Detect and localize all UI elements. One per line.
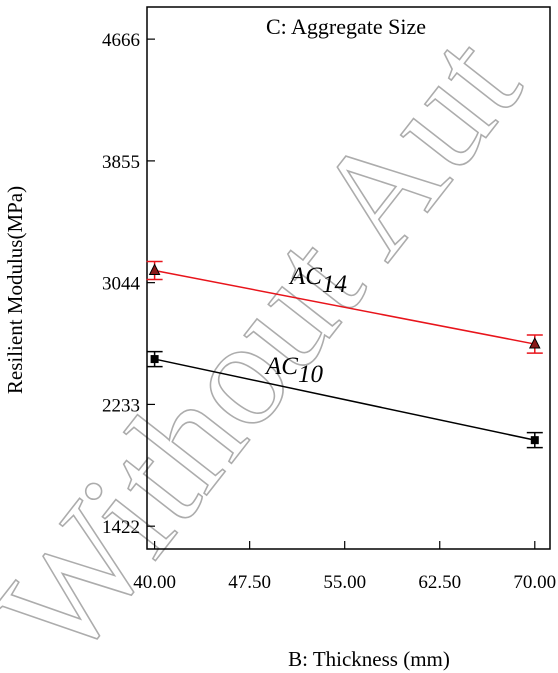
- chart-title: C: Aggregate Size: [266, 14, 426, 39]
- x-tick-label: 40.00: [133, 572, 176, 593]
- y-tick-label: 4666: [102, 30, 140, 51]
- series-line-ac10: [154, 358, 535, 441]
- x-axis: 40.00 47.50 55.00 62.50 70.00: [133, 541, 556, 593]
- watermark-text: Without Aut: [0, 5, 551, 673]
- series-line-ac14: [154, 269, 535, 345]
- series-label-ac10-sub: 10: [298, 361, 324, 388]
- watermark: Without Aut: [0, 4, 552, 673]
- series-label-ac10: AC10: [264, 353, 323, 388]
- data-point-ac14: [148, 263, 161, 275]
- series-label-ac14: AC14: [288, 263, 347, 298]
- y-tick-label: 1422: [102, 517, 140, 538]
- x-tick-label: 62.50: [418, 572, 461, 593]
- series-layer: [146, 260, 543, 449]
- y-tick-label: 3855: [102, 152, 140, 173]
- y-tick-label: 2233: [102, 395, 140, 416]
- data-point-ac10: [530, 436, 539, 445]
- series-label-ac14-sub: 14: [322, 271, 347, 298]
- y-tick-label: 3044: [102, 274, 141, 295]
- data-point-ac14: [528, 336, 541, 349]
- data-point-ac10: [150, 355, 159, 364]
- plot-frame: [146, 6, 551, 550]
- series-label-ac14-main: AC: [288, 263, 322, 290]
- y-axis: 1422 2233 3044 3855 4666: [102, 30, 155, 538]
- x-tick-label: 70.00: [513, 572, 556, 593]
- series-label-ac10-main: AC: [264, 353, 298, 380]
- x-tick-label: 47.50: [228, 572, 271, 593]
- x-axis-title: B: Thickness (mm): [288, 647, 450, 671]
- y-axis-title: Resilient Modulus(MPa): [3, 186, 27, 394]
- x-tick-label: 55.00: [323, 572, 366, 593]
